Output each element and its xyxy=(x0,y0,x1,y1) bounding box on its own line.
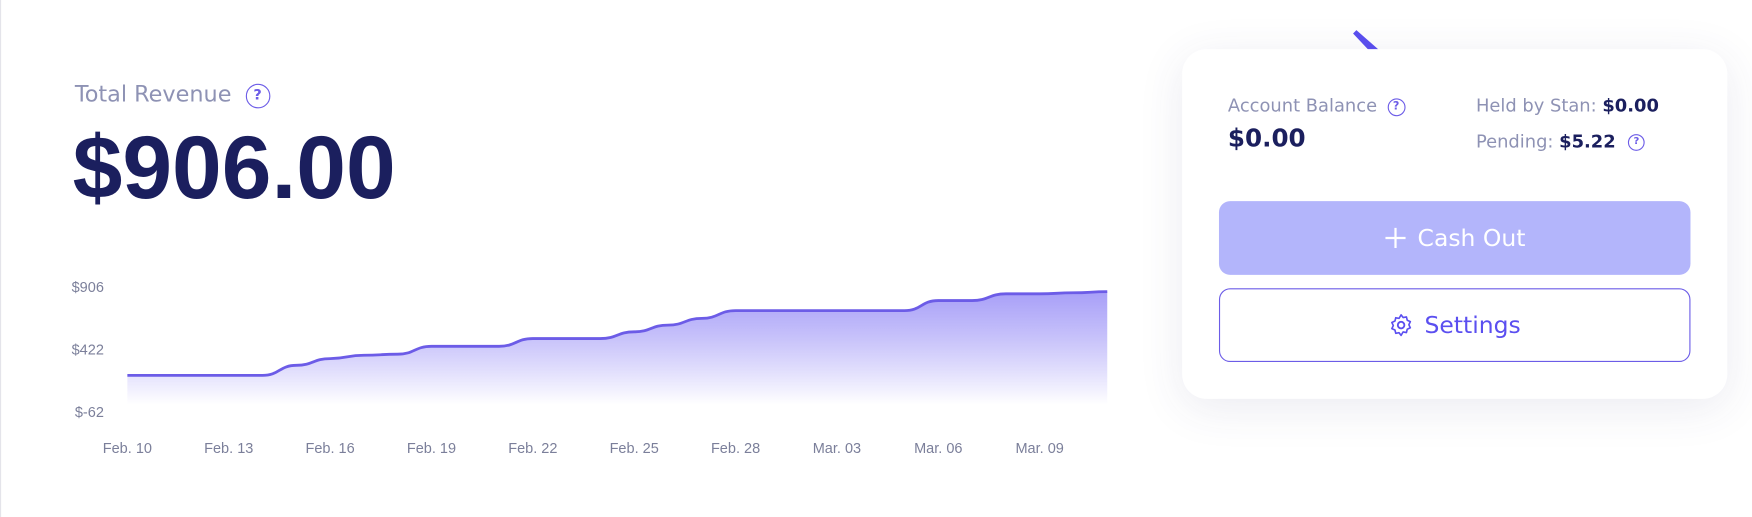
x-tick-label: Mar. 06 xyxy=(914,441,962,457)
x-tick-label: Mar. 09 xyxy=(1015,441,1063,457)
help-icon[interactable]: ? xyxy=(245,83,270,108)
plus-icon xyxy=(1385,227,1406,249)
cash-out-button[interactable]: Cash Out xyxy=(1218,201,1691,275)
y-tick-label: $906 xyxy=(72,280,104,296)
y-tick-label: $422 xyxy=(72,343,104,359)
held-row: Held by Stan: $0.00 xyxy=(1476,95,1659,116)
help-icon[interactable]: ? xyxy=(1387,97,1406,116)
pending-row: Pending: $5.22 ? xyxy=(1476,131,1645,152)
balance-amount: $0.00 xyxy=(1227,125,1306,154)
x-tick-label: Feb. 13 xyxy=(204,441,253,457)
x-tick-label: Feb. 19 xyxy=(407,441,456,457)
balance-card: Account Balance ? $0.00 Held by Stan: $0… xyxy=(1182,49,1728,399)
balance-header: Account Balance ? xyxy=(1227,94,1406,117)
settings-button[interactable]: Settings xyxy=(1218,288,1691,363)
settings-label: Settings xyxy=(1424,311,1521,339)
revenue-label: Total Revenue xyxy=(74,80,232,108)
x-tick-label: Mar. 03 xyxy=(813,441,861,457)
held-amount: $0.00 xyxy=(1602,94,1659,117)
gear-icon xyxy=(1390,314,1412,337)
x-tick-label: Feb. 22 xyxy=(508,441,557,457)
help-icon[interactable]: ? xyxy=(1628,134,1645,151)
x-tick-label: Feb. 10 xyxy=(103,441,152,457)
x-tick-label: Feb. 25 xyxy=(610,441,659,457)
revenue-chart: $-62 $422 $906 Feb. 10 Feb. 13 Feb. 16 Feb. 19… xyxy=(72,280,1108,457)
pending-label: Pending: xyxy=(1475,130,1554,152)
balance-label: Account Balance xyxy=(1227,94,1378,117)
pending-amount: $5.22 xyxy=(1559,130,1616,152)
x-tick-label: Feb. 16 xyxy=(305,441,354,457)
revenue-header: Total Revenue ? xyxy=(74,80,270,108)
revenue-line xyxy=(127,290,1108,377)
y-tick-label: $-62 xyxy=(75,405,104,421)
revenue-amount: $906.00 xyxy=(72,117,396,217)
x-tick-label: Feb. 28 xyxy=(711,441,760,457)
area-fill xyxy=(127,291,1108,405)
held-label: Held by Stan: xyxy=(1475,94,1597,117)
cash-out-label: Cash Out xyxy=(1417,224,1526,252)
